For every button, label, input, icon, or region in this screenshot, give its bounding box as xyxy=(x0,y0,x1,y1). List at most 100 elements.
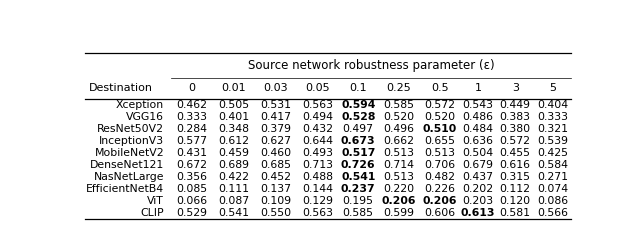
Text: 0.584: 0.584 xyxy=(537,160,568,170)
Text: 0.539: 0.539 xyxy=(537,136,568,146)
Text: 0.513: 0.513 xyxy=(383,172,415,182)
Text: 0.066: 0.066 xyxy=(177,196,207,206)
Text: 0.550: 0.550 xyxy=(260,208,291,218)
Text: 0.541: 0.541 xyxy=(218,208,250,218)
Text: 0.085: 0.085 xyxy=(177,184,207,194)
Text: 0.563: 0.563 xyxy=(302,208,333,218)
Text: 0.284: 0.284 xyxy=(177,124,207,134)
Text: 0.109: 0.109 xyxy=(260,196,291,206)
Text: 0.581: 0.581 xyxy=(500,208,531,218)
Text: InceptionV3: InceptionV3 xyxy=(99,136,164,146)
Text: 0.404: 0.404 xyxy=(537,99,568,110)
Text: 0.348: 0.348 xyxy=(218,124,250,134)
Text: 0.572: 0.572 xyxy=(500,136,531,146)
Text: 0.449: 0.449 xyxy=(500,99,531,110)
Text: 0.271: 0.271 xyxy=(537,172,568,182)
Text: 0.333: 0.333 xyxy=(177,112,207,122)
Text: 0.726: 0.726 xyxy=(341,160,376,170)
Text: 0.455: 0.455 xyxy=(500,148,531,158)
Text: 0.202: 0.202 xyxy=(463,184,493,194)
Text: 0.432: 0.432 xyxy=(302,124,333,134)
Text: 0.129: 0.129 xyxy=(302,196,333,206)
Text: 0.606: 0.606 xyxy=(424,208,455,218)
Text: 0.206: 0.206 xyxy=(381,196,416,206)
Text: Source network robustness parameter (ε): Source network robustness parameter (ε) xyxy=(248,59,494,72)
Text: 0.05: 0.05 xyxy=(305,83,330,93)
Text: 0.594: 0.594 xyxy=(341,99,376,110)
Text: ResNet50V2: ResNet50V2 xyxy=(97,124,164,134)
Text: 0.437: 0.437 xyxy=(463,172,493,182)
Text: 0.529: 0.529 xyxy=(177,208,207,218)
Text: 0.577: 0.577 xyxy=(177,136,207,146)
Text: 0.713: 0.713 xyxy=(302,160,333,170)
Text: 3: 3 xyxy=(512,83,519,93)
Text: 0.356: 0.356 xyxy=(177,172,207,182)
Text: 0.462: 0.462 xyxy=(177,99,207,110)
Text: 0.486: 0.486 xyxy=(463,112,493,122)
Text: 0.417: 0.417 xyxy=(260,112,291,122)
Text: 0.494: 0.494 xyxy=(302,112,333,122)
Text: 0.144: 0.144 xyxy=(302,184,333,194)
Text: 0.505: 0.505 xyxy=(218,99,250,110)
Text: DenseNet121: DenseNet121 xyxy=(90,160,164,170)
Text: 0.672: 0.672 xyxy=(177,160,207,170)
Text: 0.531: 0.531 xyxy=(260,99,291,110)
Text: 0.520: 0.520 xyxy=(424,112,455,122)
Text: 0.206: 0.206 xyxy=(422,196,457,206)
Text: ViT: ViT xyxy=(147,196,164,206)
Text: 0.482: 0.482 xyxy=(424,172,455,182)
Text: 0.137: 0.137 xyxy=(260,184,291,194)
Text: 0.496: 0.496 xyxy=(383,124,415,134)
Text: 0.706: 0.706 xyxy=(424,160,455,170)
Text: 0.226: 0.226 xyxy=(424,184,455,194)
Text: 0.460: 0.460 xyxy=(260,148,291,158)
Text: 5: 5 xyxy=(549,83,556,93)
Text: 0.25: 0.25 xyxy=(387,83,412,93)
Text: 0.03: 0.03 xyxy=(263,83,288,93)
Text: 0.655: 0.655 xyxy=(424,136,455,146)
Text: 0.541: 0.541 xyxy=(341,172,376,182)
Text: CLIP: CLIP xyxy=(141,208,164,218)
Text: 0.484: 0.484 xyxy=(463,124,493,134)
Text: 0.087: 0.087 xyxy=(218,196,250,206)
Text: 0.599: 0.599 xyxy=(383,208,415,218)
Text: 0.195: 0.195 xyxy=(343,196,374,206)
Text: 0.1: 0.1 xyxy=(349,83,367,93)
Text: 0.422: 0.422 xyxy=(218,172,250,182)
Text: MobileNetV2: MobileNetV2 xyxy=(95,148,164,158)
Text: 0.528: 0.528 xyxy=(341,112,376,122)
Text: 0.572: 0.572 xyxy=(424,99,455,110)
Text: 0.685: 0.685 xyxy=(260,160,291,170)
Text: 0.111: 0.111 xyxy=(218,184,250,194)
Text: 0.612: 0.612 xyxy=(218,136,250,146)
Text: Destination: Destination xyxy=(89,83,153,93)
Text: 0.431: 0.431 xyxy=(177,148,207,158)
Text: 0.383: 0.383 xyxy=(500,112,531,122)
Text: 0.493: 0.493 xyxy=(302,148,333,158)
Text: EfficientNetB4: EfficientNetB4 xyxy=(86,184,164,194)
Text: 0.203: 0.203 xyxy=(463,196,493,206)
Text: 0.488: 0.488 xyxy=(302,172,333,182)
Text: 0: 0 xyxy=(188,83,195,93)
Text: 0.585: 0.585 xyxy=(343,208,374,218)
Text: 0.220: 0.220 xyxy=(383,184,415,194)
Text: VGG16: VGG16 xyxy=(126,112,164,122)
Text: 0.644: 0.644 xyxy=(302,136,333,146)
Text: 0.504: 0.504 xyxy=(463,148,493,158)
Text: 0.714: 0.714 xyxy=(383,160,415,170)
Text: 0.425: 0.425 xyxy=(537,148,568,158)
Text: 0.613: 0.613 xyxy=(461,208,495,218)
Text: 0.01: 0.01 xyxy=(221,83,246,93)
Text: 0.673: 0.673 xyxy=(341,136,376,146)
Text: 0.321: 0.321 xyxy=(537,124,568,134)
Text: 0.689: 0.689 xyxy=(218,160,250,170)
Text: 0.585: 0.585 xyxy=(383,99,415,110)
Text: 0.566: 0.566 xyxy=(537,208,568,218)
Text: 0.459: 0.459 xyxy=(218,148,250,158)
Text: 0.112: 0.112 xyxy=(500,184,531,194)
Text: 1: 1 xyxy=(474,83,481,93)
Text: 0.5: 0.5 xyxy=(431,83,449,93)
Text: Xception: Xception xyxy=(116,99,164,110)
Text: 0.401: 0.401 xyxy=(218,112,250,122)
Text: 0.237: 0.237 xyxy=(341,184,376,194)
